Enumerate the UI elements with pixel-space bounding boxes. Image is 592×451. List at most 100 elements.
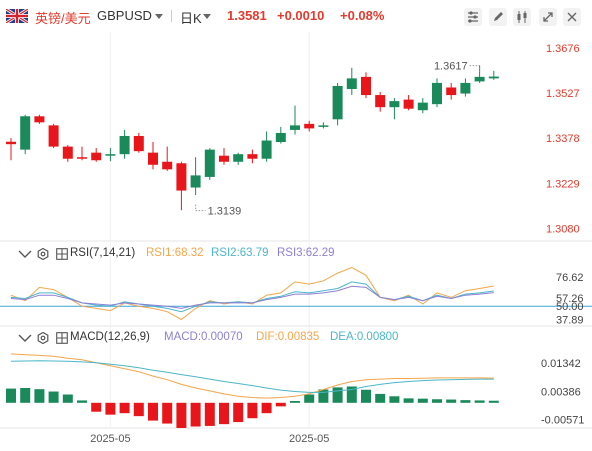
macd-bar <box>432 399 442 403</box>
candle-body <box>219 155 229 162</box>
period-selector[interactable]: 日K <box>180 11 202 26</box>
candle-body <box>318 125 329 127</box>
candle-body <box>6 141 16 145</box>
rsi-line-2 <box>10 281 494 313</box>
candle-body <box>474 76 485 82</box>
rsi-tick-label: 50.00 <box>556 301 584 313</box>
macd-bar <box>389 396 400 403</box>
macd-bar <box>20 387 31 403</box>
macd-bar <box>176 402 187 428</box>
macd-bar <box>290 401 300 403</box>
macd-bar <box>204 402 215 426</box>
macd-bar <box>133 402 144 417</box>
candle-body <box>176 163 187 191</box>
macd-histogram <box>6 386 499 428</box>
price-change-percent: +0.08% <box>340 8 385 23</box>
candle-body <box>275 132 286 143</box>
price-change: +0.0010 <box>277 8 325 23</box>
macd-bar <box>233 402 244 423</box>
rsi-tick-label: 57.26 <box>556 293 584 305</box>
draw-tool-button[interactable] <box>489 8 507 26</box>
candle-body <box>361 76 371 96</box>
rsi-line-3 <box>10 285 494 309</box>
symbol-code[interactable]: GBPUSD <box>97 8 152 23</box>
macd-bar <box>275 402 286 407</box>
macd-bar <box>361 389 371 403</box>
hide-indicator-icon[interactable] <box>18 248 32 260</box>
time-tick-label: 2025-05 <box>90 433 130 445</box>
candle-body <box>346 78 357 89</box>
candle-body <box>148 152 158 165</box>
candle-body <box>332 85 343 120</box>
price-tick-label: 1.3378 <box>546 133 580 145</box>
rsi-series <box>0 266 592 321</box>
candle-body <box>20 116 31 150</box>
indicator-menu-icon[interactable] <box>56 332 68 344</box>
symbol-name[interactable]: 英镑/美元 <box>35 11 91 26</box>
candle-body <box>162 161 173 170</box>
candle-body <box>233 154 244 162</box>
rsi3-value: RSI3:62.29 <box>277 247 335 259</box>
rsi1-value: RSI1:68.32 <box>146 247 204 259</box>
macd-bar <box>417 398 428 403</box>
candle-body <box>446 87 457 96</box>
candle-body <box>432 82 442 105</box>
period-dropdown-caret-icon[interactable] <box>203 14 211 19</box>
low-marker <box>195 204 206 212</box>
uk-flag-icon <box>6 9 28 23</box>
price-tick-label: 1.3080 <box>546 223 580 235</box>
candle-body <box>62 146 73 159</box>
symbol-dropdown-caret-icon[interactable] <box>155 14 163 19</box>
close-icon <box>567 12 577 22</box>
candle-body <box>389 101 400 108</box>
macd-bar <box>460 400 471 403</box>
candle-body <box>304 123 315 129</box>
macd-bar <box>488 400 499 403</box>
candle-body <box>77 157 87 159</box>
macd-bar <box>247 402 258 419</box>
last-price: 1.3581 <box>227 8 267 23</box>
macd-indicator-bar: MACD(12,26,9) MACD:0.00070 DIF:0.00835 D… <box>0 329 592 347</box>
macd-bar <box>304 394 315 403</box>
macd-bar <box>190 402 201 427</box>
candle-body <box>247 154 258 159</box>
macd-bar <box>162 402 173 424</box>
candle-body <box>119 135 130 155</box>
fullscreen-button[interactable] <box>539 8 557 26</box>
macd-tick-label: 0.01342 <box>541 358 581 370</box>
candle-body <box>190 175 201 188</box>
macd-bar <box>446 399 457 403</box>
macd-bar <box>474 400 485 403</box>
indicator-settings-icon[interactable] <box>37 332 49 344</box>
close-button[interactable] <box>563 8 581 26</box>
candle-body <box>488 76 499 79</box>
candle-body <box>403 99 414 109</box>
candle-body <box>48 125 59 147</box>
macd-lines <box>10 353 494 399</box>
dif-value: DIF:0.00835 <box>256 331 320 343</box>
rsi2-value: RSI2:63.79 <box>211 247 269 259</box>
settings-button[interactable] <box>464 8 482 26</box>
candlestick-series: 1.3617 1.3139 <box>6 61 499 218</box>
chart-type-button[interactable] <box>513 8 531 26</box>
candle-body <box>91 152 102 161</box>
hide-indicator-icon[interactable] <box>18 332 32 344</box>
macd-title: MACD(12,26,9) <box>70 331 150 343</box>
candle-body <box>460 82 471 94</box>
expand-icon <box>543 12 553 22</box>
macd-bar <box>148 402 158 421</box>
candle-body <box>417 102 428 111</box>
macd-tick-label: 0.00386 <box>541 386 581 398</box>
rsi-title: RSI(7,14,21) <box>70 247 136 259</box>
macd-bar <box>375 393 386 403</box>
indicator-settings-icon[interactable] <box>37 248 49 260</box>
candlestick-icon <box>517 11 527 23</box>
axis-labels: 1.3676 1.3527 1.3378 1.3229 1.3080 76.62 57.26… <box>90 43 584 445</box>
macd-bar <box>6 388 16 403</box>
macd-bar <box>91 402 102 412</box>
sliders-icon <box>468 11 478 23</box>
indicator-menu-icon[interactable] <box>56 248 68 260</box>
macd-bar <box>105 402 116 415</box>
candle-body <box>133 135 144 152</box>
